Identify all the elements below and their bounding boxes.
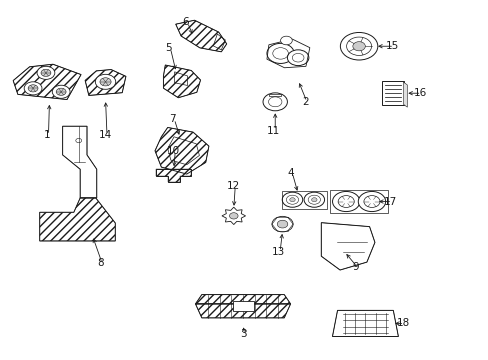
Text: 10: 10 [167, 146, 180, 156]
Text: 1: 1 [43, 130, 50, 140]
Text: 6: 6 [183, 17, 189, 27]
Polygon shape [403, 82, 407, 107]
Text: 8: 8 [97, 258, 104, 268]
Text: 14: 14 [99, 130, 112, 140]
Text: 4: 4 [287, 168, 294, 178]
Polygon shape [156, 169, 191, 182]
Circle shape [266, 43, 294, 63]
FancyBboxPatch shape [381, 81, 404, 105]
Polygon shape [321, 223, 374, 270]
Polygon shape [155, 127, 208, 174]
Text: 9: 9 [352, 262, 358, 272]
Polygon shape [40, 198, 115, 241]
Circle shape [277, 220, 287, 228]
Circle shape [263, 93, 287, 111]
Circle shape [37, 66, 55, 80]
Circle shape [304, 192, 324, 207]
Circle shape [24, 82, 42, 95]
Polygon shape [195, 304, 290, 318]
Polygon shape [62, 126, 97, 198]
Text: 13: 13 [271, 247, 285, 257]
Circle shape [282, 192, 302, 207]
Circle shape [28, 85, 38, 92]
Circle shape [280, 36, 292, 45]
Circle shape [332, 192, 359, 212]
Circle shape [352, 42, 365, 51]
Text: 16: 16 [412, 88, 426, 98]
Circle shape [100, 78, 111, 86]
Polygon shape [85, 69, 125, 95]
Circle shape [56, 88, 66, 95]
Circle shape [52, 85, 70, 98]
Circle shape [311, 198, 316, 202]
Text: 3: 3 [239, 329, 246, 339]
Text: 5: 5 [165, 43, 172, 53]
Circle shape [271, 216, 292, 232]
Text: 18: 18 [396, 319, 409, 328]
Circle shape [41, 69, 51, 76]
Polygon shape [332, 310, 398, 337]
Polygon shape [222, 207, 245, 225]
Polygon shape [195, 294, 290, 304]
Polygon shape [13, 64, 81, 99]
Text: 12: 12 [227, 181, 240, 192]
Polygon shape [163, 65, 200, 98]
Circle shape [340, 32, 377, 60]
Text: 11: 11 [266, 126, 280, 135]
Text: 2: 2 [302, 97, 308, 107]
Polygon shape [175, 20, 226, 52]
Circle shape [287, 50, 308, 66]
Text: 15: 15 [386, 41, 399, 51]
Text: 7: 7 [169, 114, 176, 124]
Text: 17: 17 [384, 197, 397, 207]
Circle shape [358, 192, 385, 212]
Circle shape [229, 213, 238, 219]
Circle shape [95, 74, 116, 89]
Circle shape [289, 198, 295, 202]
FancyBboxPatch shape [232, 301, 253, 311]
